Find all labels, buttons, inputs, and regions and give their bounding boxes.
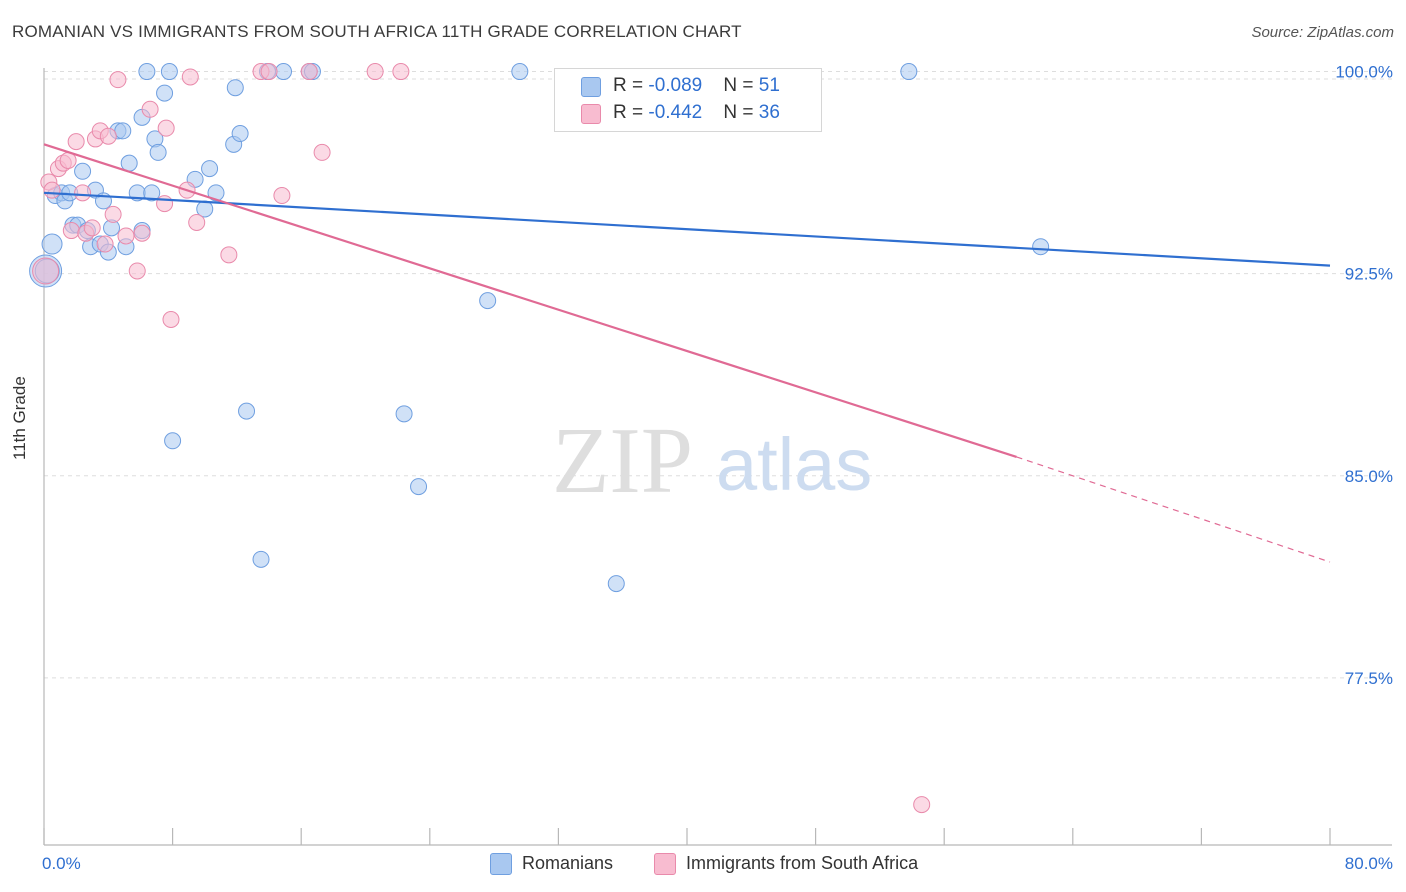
romanian-point bbox=[143, 184, 161, 202]
legend-n-label: N = bbox=[723, 102, 759, 123]
immigrant-point bbox=[141, 100, 159, 118]
immigrant-point bbox=[260, 63, 278, 81]
romanian-point bbox=[410, 478, 428, 496]
watermark: ZIP atlas bbox=[552, 409, 872, 513]
legend-label-immigrants: Immigrants from South Africa bbox=[686, 853, 919, 873]
immigrant-point bbox=[133, 224, 151, 242]
immigrant-point bbox=[128, 262, 146, 280]
data-points bbox=[29, 63, 1050, 814]
immigrant-point bbox=[67, 133, 85, 151]
immigrant-point bbox=[62, 222, 80, 240]
romanian-point bbox=[252, 550, 270, 568]
romanian-point bbox=[156, 84, 174, 102]
immigrant-point bbox=[181, 68, 199, 86]
romanian-point bbox=[201, 160, 219, 178]
immigrant-point bbox=[99, 127, 117, 145]
romanian-point bbox=[511, 63, 529, 81]
legend-swatch-pink bbox=[654, 853, 676, 875]
legend-r-label: R = bbox=[613, 102, 649, 123]
immigrant-point bbox=[188, 213, 206, 231]
immigrant-point bbox=[32, 257, 60, 285]
y-tick-label: 100.0% bbox=[1335, 63, 1393, 82]
immigrant-point bbox=[300, 63, 318, 81]
immigrant-point bbox=[220, 246, 238, 264]
x-tick-label: 0.0% bbox=[42, 854, 81, 873]
immigrant-point bbox=[156, 195, 174, 213]
romanian-point bbox=[607, 575, 625, 593]
romanian-point bbox=[900, 63, 918, 81]
immigrant-point bbox=[43, 181, 61, 199]
romanian-point bbox=[238, 402, 256, 420]
x-tick-label: 80.0% bbox=[1345, 854, 1393, 873]
romanian-trend-line bbox=[43, 191, 1331, 267]
immigrant-point bbox=[366, 63, 384, 81]
legend-swatch-pink bbox=[581, 104, 601, 124]
immigrant-point bbox=[83, 219, 101, 237]
legend-swatch-blue bbox=[581, 77, 601, 97]
romanian-point bbox=[226, 79, 244, 97]
romanian-point bbox=[275, 63, 293, 81]
immigrant-point bbox=[104, 205, 122, 223]
immigrant-point bbox=[162, 310, 180, 328]
trend-lines bbox=[43, 143, 1331, 563]
romanian-point bbox=[74, 162, 92, 180]
y-tick-label: 92.5% bbox=[1345, 265, 1393, 284]
chart-title: ROMANIAN VS IMMIGRANTS FROM SOUTH AFRICA… bbox=[12, 22, 742, 41]
immigrant-point bbox=[273, 187, 291, 205]
legend-n-label: N = bbox=[723, 75, 759, 96]
immigrant-trend-line bbox=[43, 143, 1017, 458]
romanian-point bbox=[479, 292, 497, 310]
immigrant-point bbox=[157, 119, 175, 137]
romanian-point bbox=[1032, 238, 1050, 256]
immigrant-point bbox=[313, 143, 331, 161]
tick-labels: 100.0% 92.5% 85.0% 77.5% 0.0% 80.0% bbox=[42, 63, 1393, 873]
romanian-point bbox=[395, 405, 413, 423]
immigrant-point bbox=[392, 63, 410, 81]
immigrant-point bbox=[913, 796, 931, 814]
legend-r-value: -0.442 bbox=[648, 102, 703, 123]
immigrant-trend-extension bbox=[1016, 456, 1331, 563]
source-label: Source: ZipAtlas.com bbox=[1251, 24, 1394, 41]
romanian-point bbox=[160, 63, 178, 81]
y-tick-label: 77.5% bbox=[1345, 669, 1393, 688]
legend-r-value: -0.089 bbox=[648, 75, 703, 96]
immigrant-point bbox=[109, 71, 127, 89]
romanian-point bbox=[231, 125, 249, 143]
romanian-point bbox=[138, 63, 156, 81]
immigrant-point bbox=[74, 184, 92, 202]
axes bbox=[43, 68, 1392, 846]
legend-n-value: 36 bbox=[758, 102, 780, 123]
stats-legend: R = -0.089 N = 51 R = -0.442 N = 36 bbox=[554, 68, 822, 132]
immigrant-point bbox=[117, 227, 135, 245]
watermark-atlas: atlas bbox=[716, 423, 872, 506]
romanian-point bbox=[164, 432, 182, 450]
romanian-point bbox=[114, 122, 132, 140]
legend-swatch-blue bbox=[490, 853, 512, 875]
legend-r-label: R = bbox=[613, 75, 649, 96]
legend-label-romanians: Romanians bbox=[522, 853, 614, 873]
gridlines bbox=[44, 71, 1392, 679]
y-tick-label: 85.0% bbox=[1345, 467, 1393, 486]
watermark-zip: ZIP bbox=[552, 409, 693, 513]
romanian-point bbox=[41, 233, 63, 255]
legend-n-value: 51 bbox=[758, 75, 780, 96]
immigrant-point bbox=[96, 235, 114, 253]
romanian-point bbox=[149, 143, 167, 161]
romanian-point bbox=[207, 184, 225, 202]
